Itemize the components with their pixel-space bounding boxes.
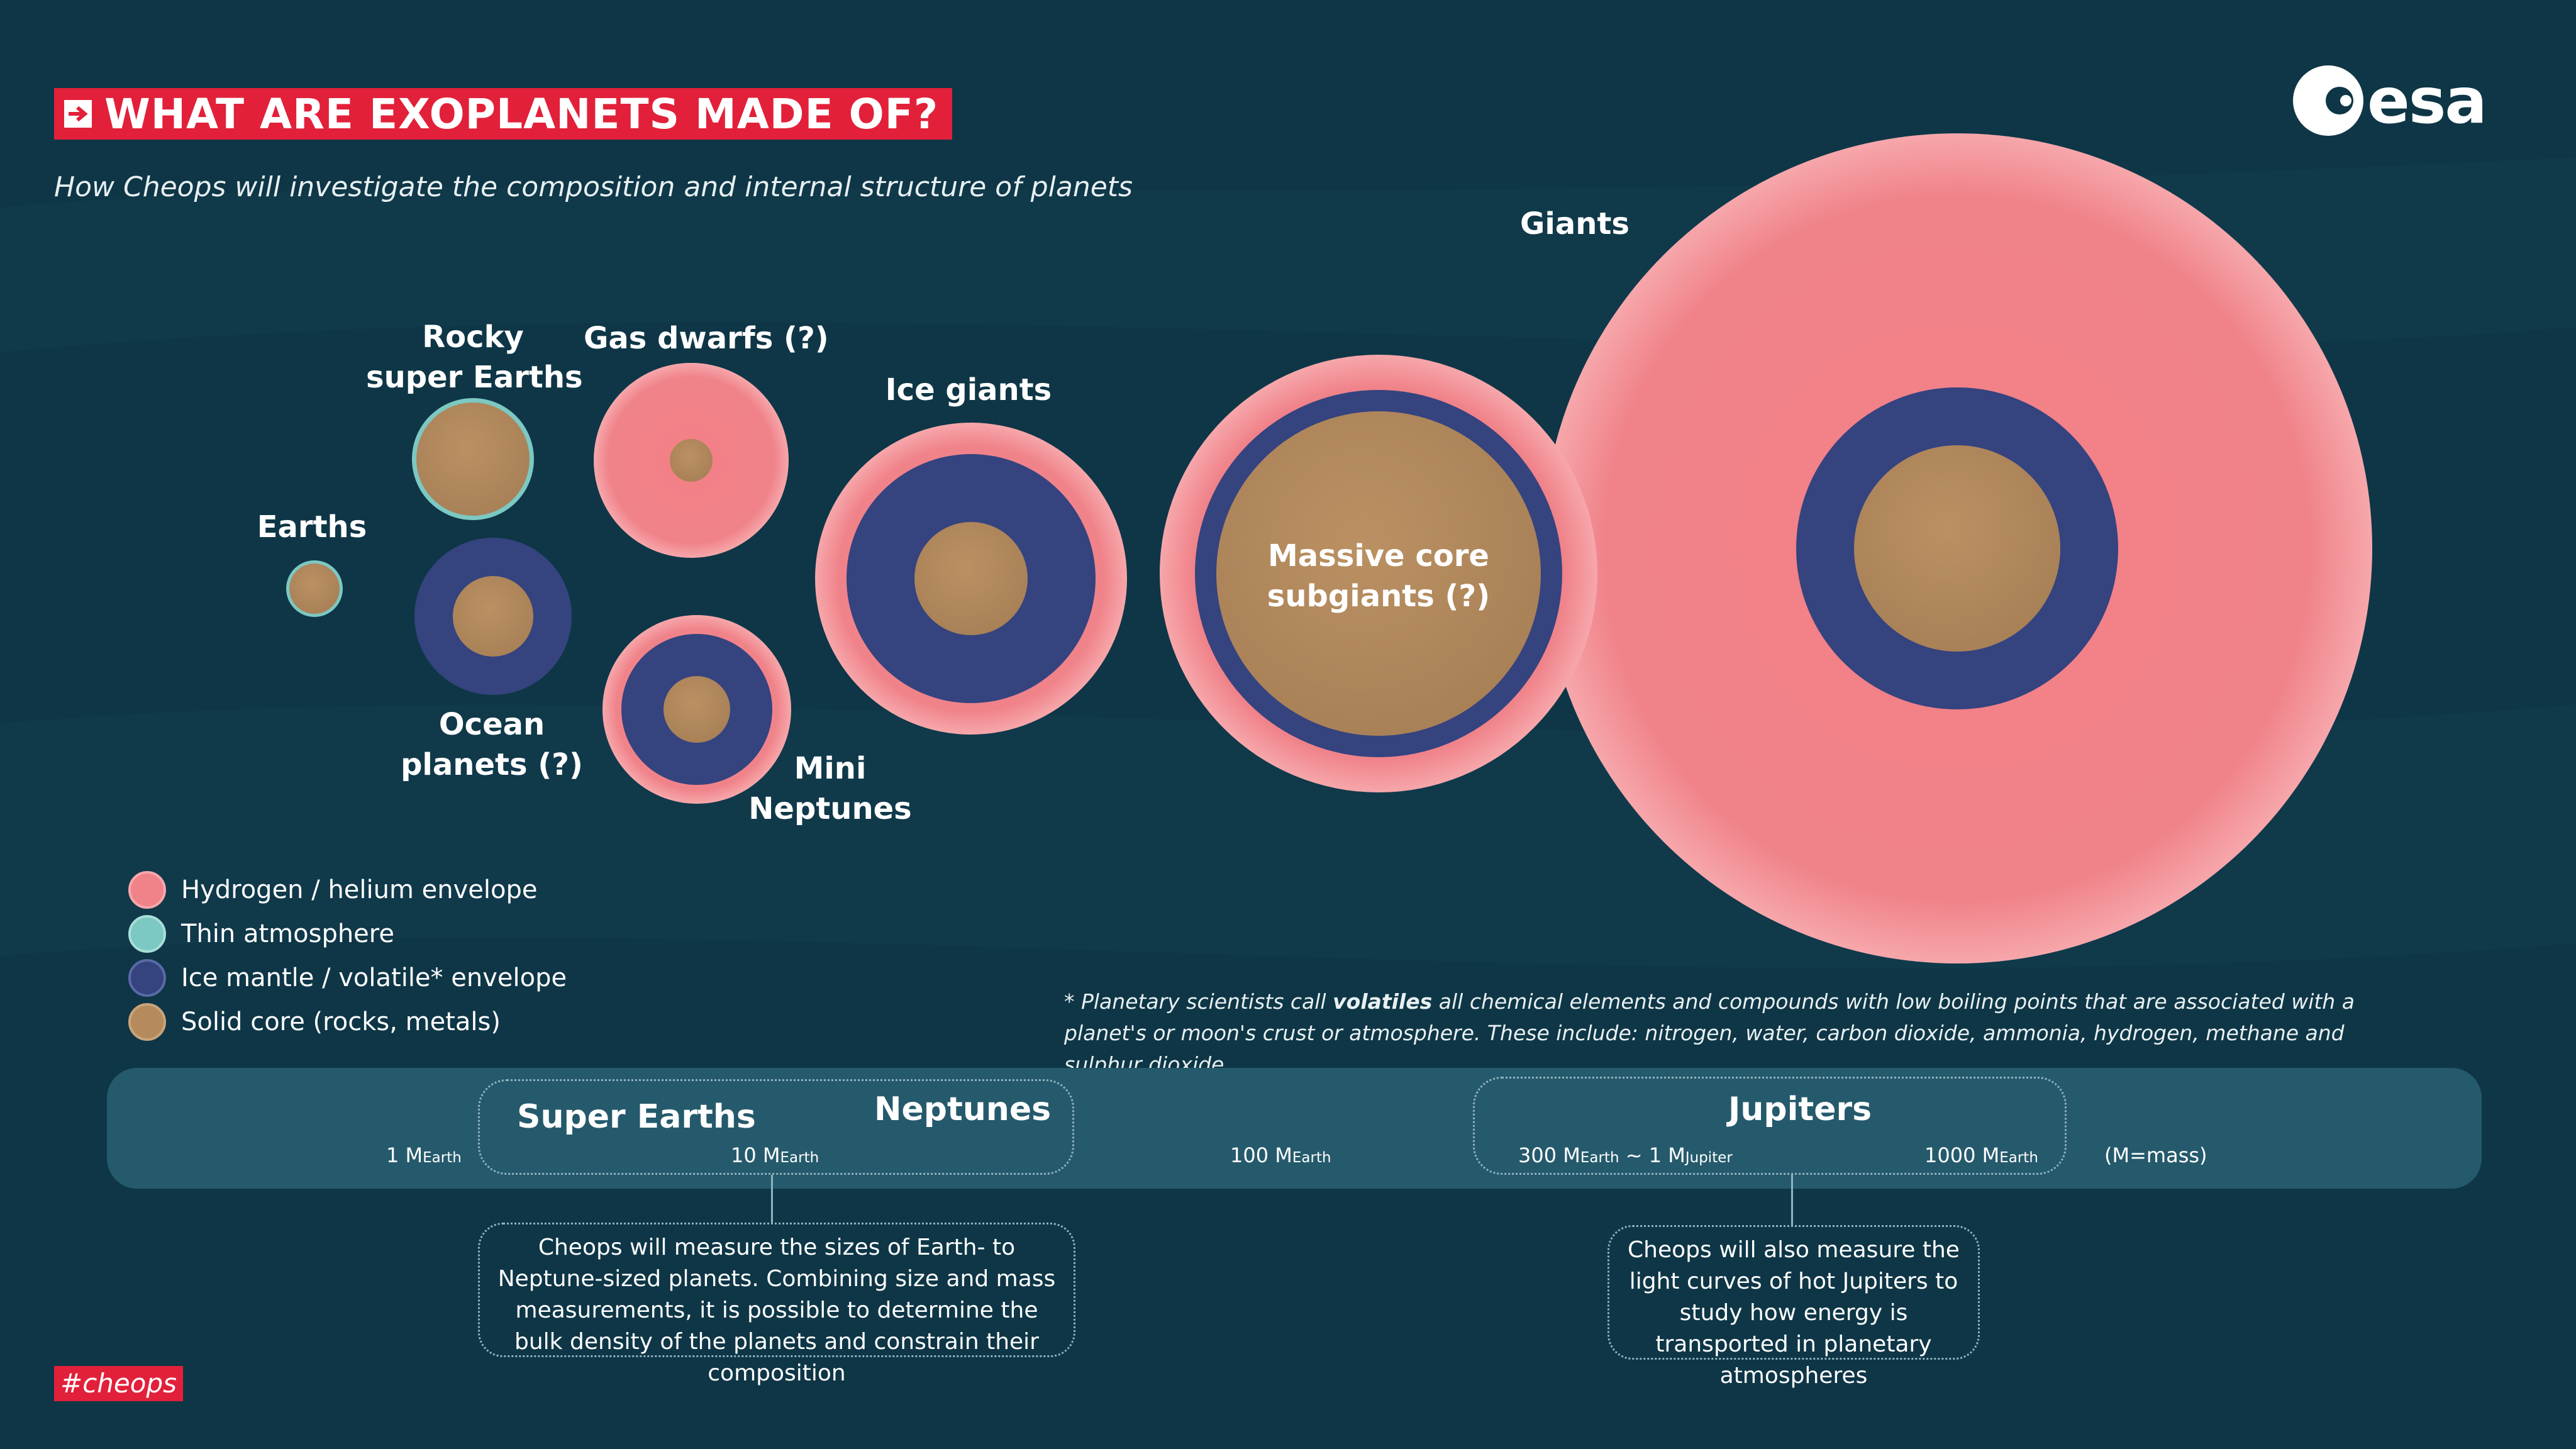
page-subtitle: How Cheops will investigate the composit… [54, 171, 1133, 203]
planet-gas-dwarfs [594, 363, 789, 558]
label-ocean-planets: Ocean planets (?) [401, 707, 583, 782]
super-earths-neptunes-group [478, 1079, 1074, 1175]
mass-scale-bar [107, 1068, 2482, 1189]
label-massive-core-subgiants: Massive core subgiants (?) [1267, 538, 1491, 614]
planet-ocean [414, 538, 572, 695]
planet-ice-giants [815, 423, 1127, 735]
left-connector-line [771, 1175, 773, 1223]
tick-300-mearth: 300 MEarth ~ 1 MJupiter [1518, 1143, 1733, 1167]
esa-logo: esa [2289, 63, 2487, 138]
jupiters-label: Jupiters [1728, 1091, 1872, 1128]
page-title: WHAT ARE EXOPLANETS MADE OF? [104, 89, 939, 138]
mass-note: (M=mass) [2104, 1143, 2207, 1167]
jupiters-group [1473, 1077, 2067, 1175]
envelope-swatch-icon [128, 871, 166, 909]
label-gas-dwarfs: Gas dwarfs (?) [584, 321, 829, 356]
planet-earths [286, 560, 343, 617]
planet-giants [1542, 133, 2372, 963]
core-swatch-icon [128, 1003, 166, 1041]
title-banner: WHAT ARE EXOPLANETS MADE OF? [54, 88, 953, 140]
planet-mini-neptunes [602, 615, 791, 804]
legend-item-core: Solid core (rocks, metals) [128, 1000, 567, 1044]
planet-rocky-super-earths [412, 398, 534, 520]
tick-1000-mearth: 1000 MEarth [1924, 1143, 2038, 1167]
neptunes-label: Neptunes [874, 1091, 1052, 1128]
legend-item-atmosphere: Thin atmosphere [128, 912, 567, 956]
esa-logo-text: esa [2367, 64, 2487, 138]
left-callout: Cheops will measure the sizes of Earth- … [478, 1223, 1075, 1386]
label-mini-neptunes: Mini Neptunes [748, 751, 912, 826]
right-connector-line [1791, 1175, 1793, 1225]
tick-100-mearth: 100 MEarth [1230, 1143, 1331, 1167]
hashtag-badge: #cheops [54, 1366, 183, 1401]
planet-massive-core-subgiants [1160, 355, 1597, 792]
label-ice-giants: Ice giants [885, 372, 1052, 408]
mantle-swatch-icon [128, 959, 166, 997]
right-callout: Cheops will also measure the light curve… [1607, 1225, 1980, 1389]
tick-1-mearth: 1 MEarth [386, 1143, 462, 1167]
footnote: * Planetary scientists call volatiles al… [1064, 989, 2355, 1077]
legend: Hydrogen / helium envelope Thin atmosphe… [128, 868, 567, 1044]
label-giants: Giants [1520, 206, 1629, 242]
esa-logo-mark [2293, 65, 2363, 136]
label-earths: Earths [257, 509, 367, 545]
arrow-icon [64, 100, 92, 128]
legend-item-envelope: Hydrogen / helium envelope [128, 868, 567, 912]
super-earths-label: Super Earths [517, 1098, 756, 1136]
atmosphere-swatch-icon [128, 915, 166, 953]
label-rocky-super-earths: Rocky super Earths [366, 319, 583, 395]
planets-diagram [286, 133, 2372, 963]
legend-item-mantle: Ice mantle / volatile* envelope [128, 956, 567, 1000]
tick-10-mearth: 10 MEarth [731, 1143, 819, 1167]
